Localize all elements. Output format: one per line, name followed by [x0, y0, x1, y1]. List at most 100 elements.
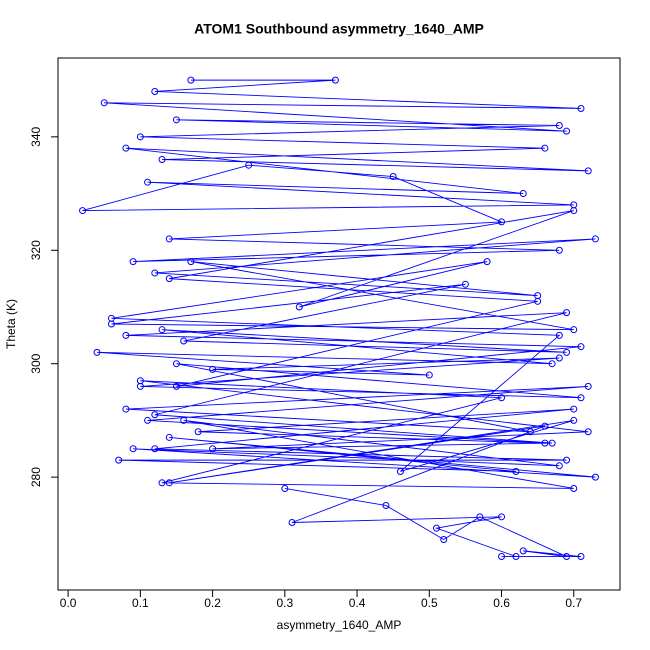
data-point: [151, 87, 159, 95]
data-point: [382, 501, 390, 509]
data-point: [519, 190, 527, 198]
data-point: [151, 411, 159, 419]
data-point: [158, 326, 166, 334]
x-tick-label: 0.0: [60, 596, 77, 610]
y-tick-label: 320: [29, 240, 43, 260]
data-point: [476, 513, 484, 521]
data-point: [548, 439, 556, 447]
data-point: [461, 280, 469, 288]
data-point: [165, 433, 173, 441]
data-point: [100, 99, 108, 107]
data-point: [498, 394, 506, 402]
data-point: [180, 416, 188, 424]
data-point: [209, 365, 217, 373]
data-point: [194, 428, 202, 436]
chart-title: ATOM1 Southbound asymmetry_1640_AMP: [194, 21, 484, 37]
data-point: [158, 479, 166, 487]
data-point: [151, 269, 159, 277]
data-point: [129, 445, 137, 453]
data-point: [165, 235, 173, 243]
data-point: [209, 445, 217, 453]
data-point: [577, 104, 585, 112]
data-point: [512, 467, 520, 475]
x-tick-label: 0.3: [276, 596, 293, 610]
data-point: [165, 479, 173, 487]
y-tick-label: 280: [29, 467, 43, 487]
data-point: [577, 553, 585, 561]
data-point: [570, 405, 578, 413]
data-point: [584, 428, 592, 436]
data-point: [555, 354, 563, 362]
y-tick-label: 300: [29, 353, 43, 373]
data-point: [519, 547, 527, 555]
data-point: [563, 309, 571, 317]
data-point: [541, 422, 549, 430]
data-point: [577, 343, 585, 351]
data-point: [548, 360, 556, 368]
data-point: [136, 377, 144, 385]
data-point: [288, 519, 296, 527]
data-point: [555, 331, 563, 339]
data-point: [541, 144, 549, 152]
data-point: [591, 235, 599, 243]
data-point: [577, 394, 585, 402]
data-point: [584, 167, 592, 175]
data-point: [180, 337, 188, 345]
data-point: [498, 553, 506, 561]
data-point: [440, 536, 448, 544]
x-tick-label: 0.6: [493, 596, 510, 610]
data-point: [526, 428, 534, 436]
y-axis-label: Theta (K): [4, 299, 18, 349]
data-point: [122, 405, 130, 413]
data-point: [563, 348, 571, 356]
data-point: [151, 445, 159, 453]
data-point: [144, 178, 152, 186]
data-point: [563, 553, 571, 561]
data-point: [144, 416, 152, 424]
x-axis-label: asymmetry_1640_AMP: [277, 618, 402, 632]
data-point: [245, 161, 253, 169]
data-point: [570, 326, 578, 334]
data-point: [295, 303, 303, 311]
data-point: [584, 382, 592, 390]
data-point: [331, 76, 339, 84]
data-point: [136, 133, 144, 141]
data-point: [555, 246, 563, 254]
series-line: [82, 79, 596, 557]
data-point: [79, 207, 87, 215]
data-point: [187, 258, 195, 266]
data-point: [396, 467, 404, 475]
data-point: [541, 439, 549, 447]
data-point: [498, 513, 506, 521]
data-point: [570, 484, 578, 492]
data-point: [563, 127, 571, 135]
data-point: [563, 456, 571, 464]
x-tick-label: 0.5: [421, 596, 438, 610]
data-point: [555, 121, 563, 129]
x-tick-label: 0.2: [204, 596, 221, 610]
data-point: [555, 462, 563, 470]
data-point: [534, 297, 542, 305]
data-point: [93, 348, 101, 356]
data-point: [172, 382, 180, 390]
x-tick-label: 0.1: [132, 596, 149, 610]
data-point: [570, 207, 578, 215]
data-point: [129, 258, 137, 266]
data-point: [122, 331, 130, 339]
data-point: [115, 456, 123, 464]
data-point: [172, 116, 180, 124]
y-tick-label: 340: [29, 127, 43, 147]
data-point: [281, 484, 289, 492]
x-tick-label: 0.7: [565, 596, 582, 610]
data-point: [389, 173, 397, 181]
data-point: [483, 258, 491, 266]
data-point: [512, 553, 520, 561]
data-point: [107, 314, 115, 322]
data-point: [425, 371, 433, 379]
x-tick-label: 0.4: [349, 596, 366, 610]
data-point: [187, 76, 195, 84]
data-point: [172, 360, 180, 368]
data-point: [158, 156, 166, 164]
